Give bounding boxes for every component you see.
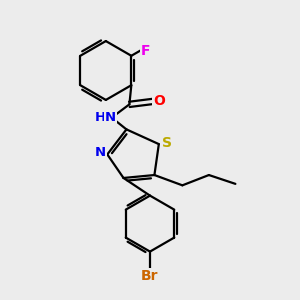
Text: F: F	[141, 44, 150, 58]
Text: H: H	[95, 111, 106, 124]
Text: O: O	[154, 94, 165, 108]
Text: S: S	[162, 136, 172, 150]
Text: N: N	[94, 146, 106, 159]
Text: N: N	[105, 111, 116, 124]
Text: Br: Br	[141, 269, 159, 283]
